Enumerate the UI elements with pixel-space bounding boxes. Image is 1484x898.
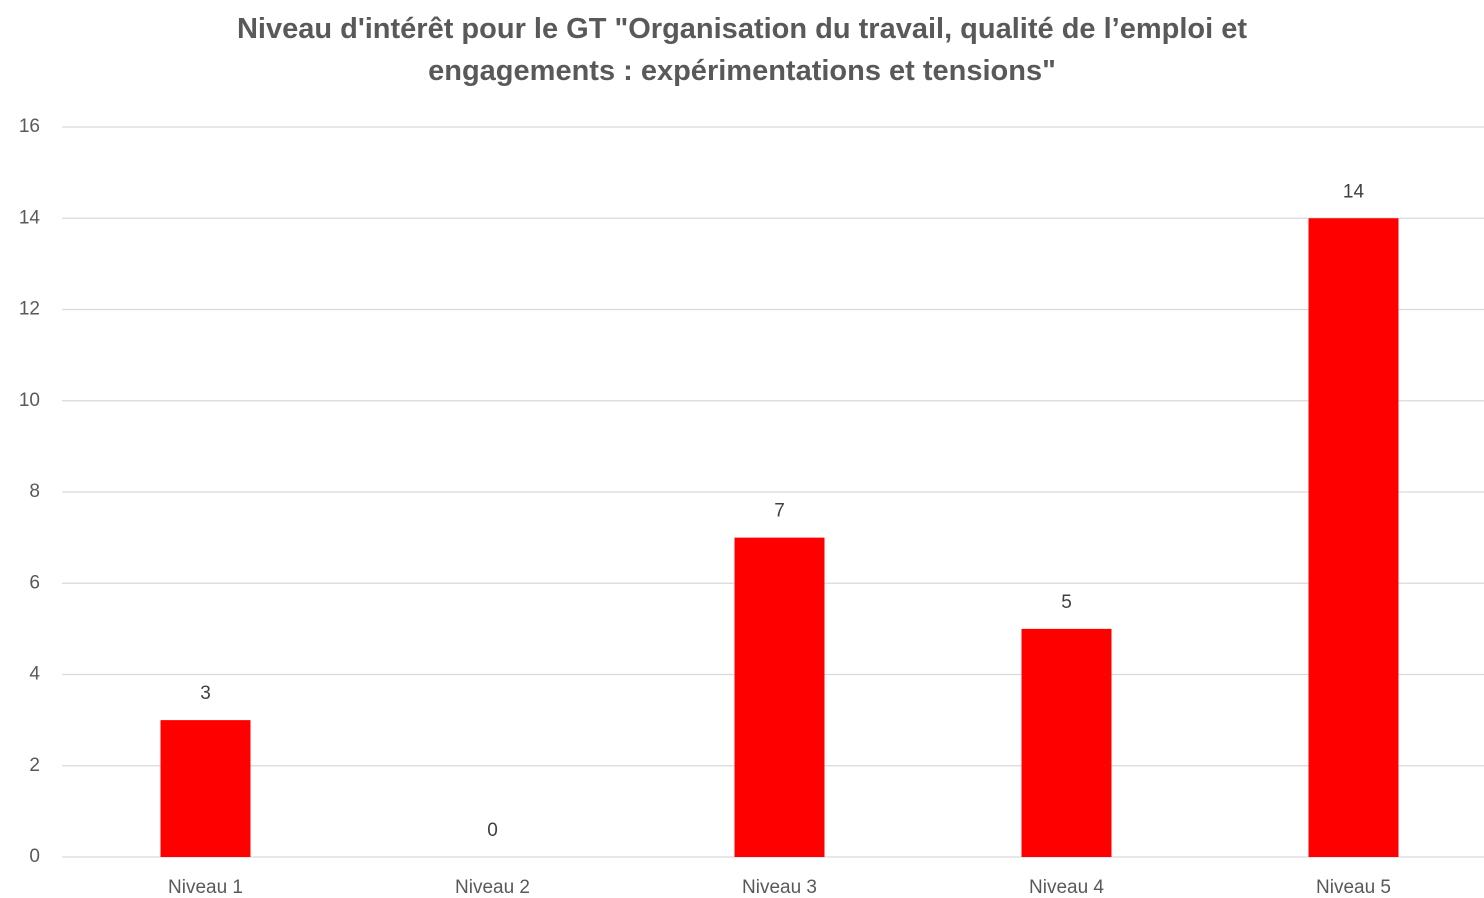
data-label: 7 <box>774 501 785 522</box>
data-label: 14 <box>1343 181 1365 202</box>
bar <box>1021 628 1112 857</box>
bar <box>160 720 251 857</box>
data-label: 5 <box>1061 592 1072 613</box>
data-label: 0 <box>487 820 498 841</box>
chart-title: Niveau d'intérêt pour le GT "Organisatio… <box>236 13 1248 87</box>
y-tick-label: 4 <box>29 664 40 685</box>
y-tick-label: 8 <box>29 481 40 502</box>
bar <box>734 537 825 857</box>
y-tick-label: 2 <box>29 755 40 776</box>
x-tick-label: Niveau 4 <box>1029 877 1104 898</box>
y-tick-label: 6 <box>29 572 40 593</box>
y-tick-label: 10 <box>19 390 40 411</box>
data-label: 3 <box>200 683 211 704</box>
x-tick-label: Niveau 5 <box>1316 877 1391 898</box>
y-tick-label: 14 <box>19 207 41 228</box>
y-tick-label: 12 <box>19 299 40 320</box>
y-tick-label: 0 <box>29 846 40 867</box>
x-tick-label: Niveau 1 <box>168 877 243 898</box>
x-tick-label: Niveau 2 <box>455 877 530 898</box>
bar <box>1308 218 1399 857</box>
x-tick-label: Niveau 3 <box>742 877 817 898</box>
y-tick-label: 16 <box>19 116 40 137</box>
